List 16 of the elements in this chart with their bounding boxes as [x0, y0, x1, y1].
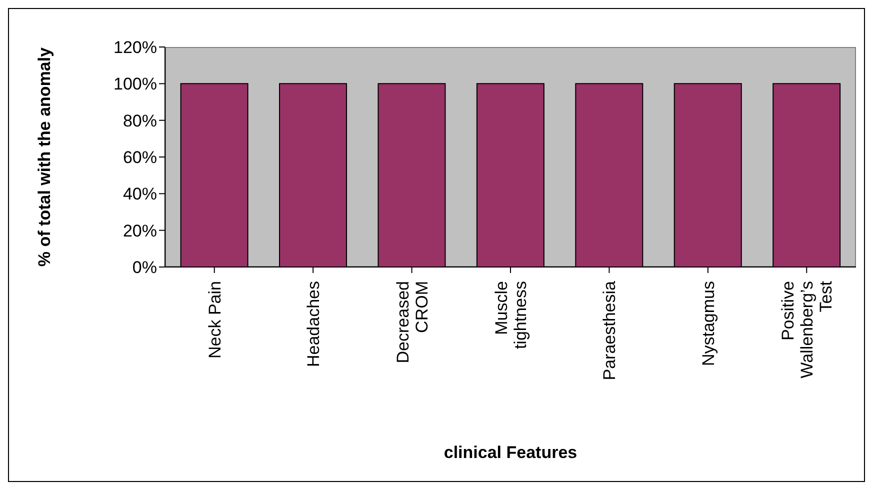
- y-tick-label: 0%: [132, 258, 157, 278]
- y-tick-label: 80%: [122, 111, 157, 130]
- y-axis-title: % of total with the anomaly: [35, 47, 55, 267]
- y-tick-label: 100%: [114, 74, 157, 94]
- x-tick-label: Decreased CROM: [393, 281, 432, 364]
- x-tick-label: Neck Pain: [205, 281, 224, 358]
- y-tick-label: 60%: [122, 148, 157, 168]
- x-axis-title: clinical Features: [444, 443, 578, 463]
- y-tick-label: 40%: [122, 184, 157, 204]
- x-tick-label: Positive Wallenberg’s Test: [778, 280, 836, 378]
- x-tick-label: Paraesthesia: [600, 280, 620, 380]
- x-tick-label: Nystagmus: [698, 281, 718, 366]
- x-tick-label: Muscle tightness: [492, 281, 530, 350]
- x-tick-label: Headaches: [304, 281, 324, 368]
- y-tick-label: 120%: [114, 38, 157, 58]
- y-tick-label: 20%: [122, 221, 157, 240]
